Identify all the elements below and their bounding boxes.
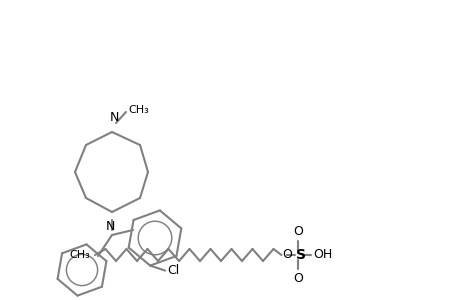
- Text: O: O: [293, 225, 303, 238]
- Text: O: O: [293, 272, 303, 285]
- Text: CH₃: CH₃: [69, 250, 90, 260]
- Text: CH₃: CH₃: [128, 105, 148, 115]
- Text: OH: OH: [313, 248, 332, 262]
- Text: S: S: [296, 248, 306, 262]
- Text: Cl: Cl: [167, 264, 179, 277]
- Text: N: N: [109, 111, 118, 124]
- Text: N: N: [105, 220, 114, 233]
- Text: O: O: [282, 248, 292, 262]
